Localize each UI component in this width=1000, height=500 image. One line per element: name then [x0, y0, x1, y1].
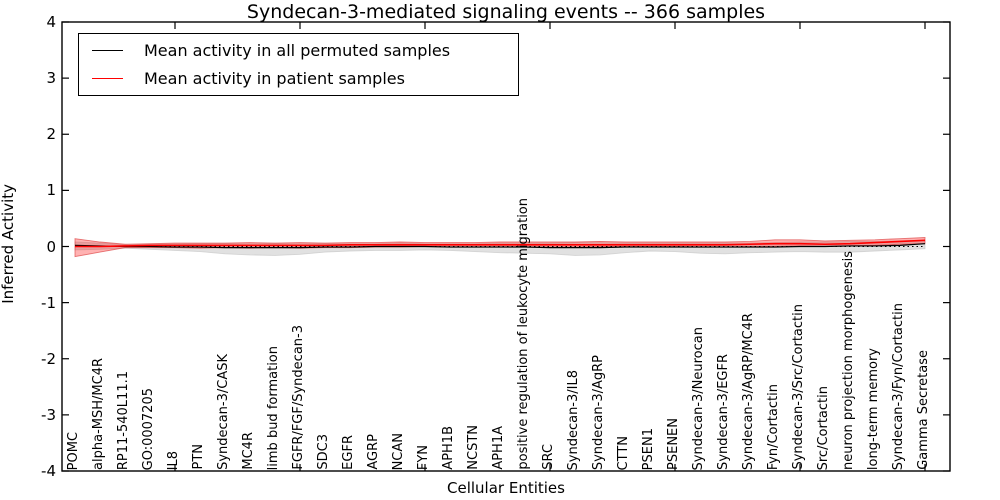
x-category-label: neuron projection morphogenesis — [841, 251, 856, 470]
x-category-label: Fyn/Cortactin — [766, 383, 781, 470]
x-category-label: Syndecan-3/EGFR — [716, 354, 731, 470]
y-tick-label: -2 — [41, 349, 56, 368]
x-category-label: Syndecan-3/Src/Cortactin — [791, 304, 806, 470]
y-tick-label: -4 — [41, 462, 56, 480]
legend-label-patient: Mean activity in patient samples — [144, 68, 405, 88]
x-category-label: PSEN1 — [641, 427, 656, 470]
x-category-label: APH1A — [491, 426, 506, 470]
x-category-label: FGFR/FGF/Syndecan-3 — [291, 325, 306, 470]
y-tick-label: -1 — [41, 293, 56, 312]
x-category-label: positive regulation of leukocyte migrati… — [516, 198, 531, 470]
x-category-label: POMC — [66, 431, 81, 470]
mean-line-permuted — [74, 243, 926, 249]
x-category-label: AGRP — [366, 434, 381, 470]
x-category-label: PSENEN — [666, 418, 681, 470]
x-category-label: long-term memory — [866, 347, 881, 470]
x-category-label: Syndecan-3/AgRP/MC4R — [741, 312, 756, 470]
chart-title: Syndecan-3-mediated signaling events -- … — [246, 1, 766, 23]
y-tick-label: -3 — [41, 405, 56, 424]
x-category-label: SDC3 — [316, 434, 331, 470]
legend-label-permuted: Mean activity in all permuted samples — [144, 41, 451, 61]
legend-item-patient: Mean activity in patient samples — [79, 69, 518, 88]
y-tick-label: 4 — [46, 13, 56, 31]
x-category-label: NCAN — [391, 432, 406, 470]
x-category-label: CTTN — [616, 435, 631, 470]
x-category-label: Syndecan-3/Fyn/Cortactin — [891, 302, 906, 470]
y-tick-label: 1 — [46, 181, 56, 200]
x-category-label: Src/Cortactin — [816, 385, 831, 470]
x-category-label: alpha-MSH/MC4R — [91, 358, 106, 470]
x-category-label: EGFR — [341, 435, 356, 470]
x-axis-title: Cellular Entities — [447, 479, 565, 497]
x-category-label: RP11-540L11.1 — [116, 370, 131, 470]
x-category-label: FYN — [416, 444, 431, 470]
black-line-swatch — [92, 50, 123, 52]
y-tick-label: 0 — [46, 237, 56, 256]
x-category-label: Syndecan-3/Neurocan — [691, 326, 706, 470]
x-category-label: MC4R — [241, 432, 256, 470]
x-category-label: IL8 — [166, 450, 181, 470]
x-category-label: Gamma Secretase — [916, 350, 931, 470]
mean-line-patient — [75, 239, 926, 248]
x-category-label: NCSTN — [466, 425, 481, 470]
x-category-label: APH1B — [441, 426, 456, 470]
red-line-swatch — [92, 77, 123, 79]
legend: Mean activity in all permuted samples Me… — [78, 33, 519, 96]
legend-item-permuted: Mean activity in all permuted samples — [79, 41, 518, 60]
y-tick-label: 3 — [46, 69, 56, 88]
x-category-label: limb bud formation — [266, 345, 281, 470]
x-category-label: Syndecan-3/IL8 — [566, 369, 581, 470]
x-category-label: Syndecan-3/CASK — [216, 354, 231, 470]
x-category-label: Syndecan-3/AgRP — [591, 354, 606, 470]
y-tick-label: 2 — [46, 125, 56, 144]
x-category-label: PTN — [191, 444, 206, 470]
x-category-label: SRC — [541, 444, 556, 470]
x-category-label: GO:0007205 — [141, 387, 156, 470]
